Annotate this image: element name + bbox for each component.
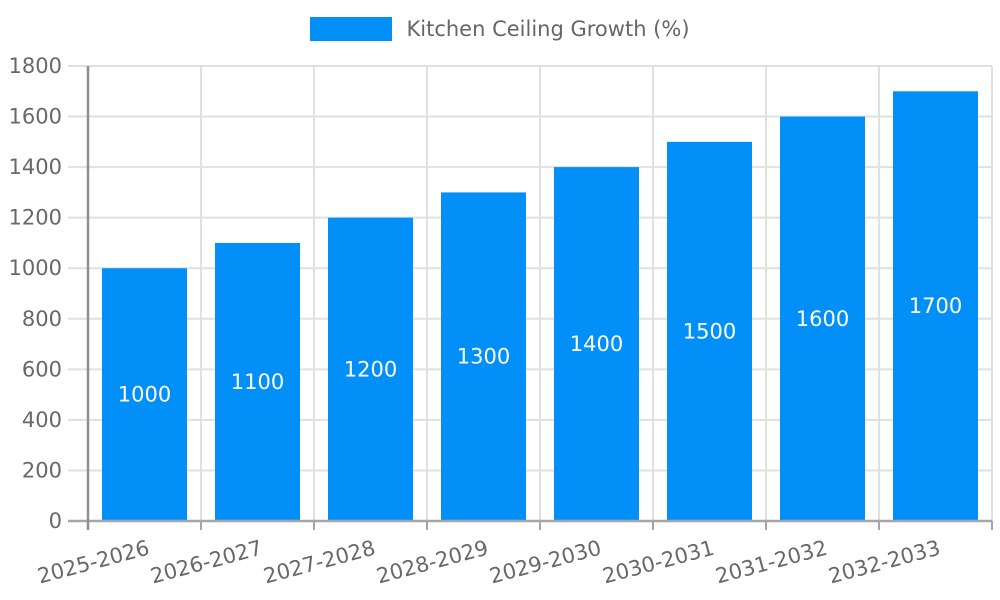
y-tick-label: 400 [22,408,62,432]
bar-value-label: 1700 [909,294,962,318]
x-tick-label: 2026-2027 [148,536,265,589]
bar-value-label: 1600 [796,307,849,331]
x-tick-label: 2032-2033 [826,536,943,589]
bar-value-label: 1100 [231,370,284,394]
y-tick-label: 200 [22,458,62,482]
bar-value-label: 1400 [570,332,623,356]
x-tick-label: 2029-2030 [487,536,604,589]
y-tick-label: 800 [22,307,62,331]
bar-value-label: 1000 [118,383,171,407]
bar [215,242,300,521]
x-tick-label: 2031-2032 [713,536,830,589]
bar [441,192,526,521]
bar-value-label: 1300 [457,345,510,369]
bar [328,217,413,521]
y-tick-label: 1400 [9,155,62,179]
y-tick-label: 1200 [9,206,62,230]
bar-value-label: 1200 [344,357,397,381]
y-tick-label: 0 [49,509,62,533]
y-tick-label: 1600 [9,105,62,129]
y-tick-label: 1800 [9,54,62,78]
bar [554,167,639,521]
x-tick-label: 2028-2029 [374,536,491,589]
x-tick-label: 2030-2031 [600,536,717,589]
bar [780,116,865,522]
bar [893,91,978,522]
y-tick-label: 600 [22,357,62,381]
x-tick-label: 2027-2028 [261,536,378,589]
x-tick-label: 2025-2026 [35,536,152,589]
bar [667,141,752,522]
y-tick-label: 1000 [9,256,62,280]
bar-value-label: 1500 [683,319,736,343]
bar [102,268,187,521]
